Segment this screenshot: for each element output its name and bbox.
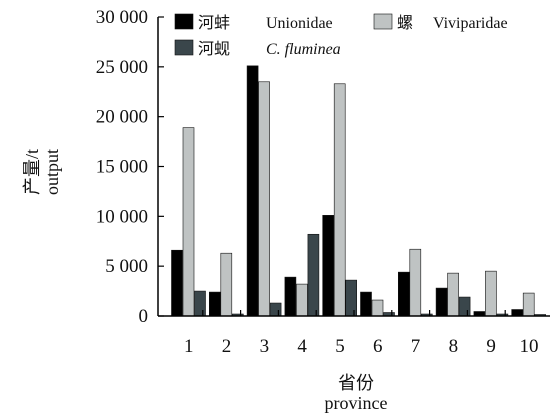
legend-label-cn-3: 河蚬 [198,40,230,58]
x-tick-label: 3 [260,336,270,357]
bar-series-2-cat-1 [182,127,195,317]
x-tick-label: 5 [335,336,345,357]
y-tick-label: 25 000 [96,57,148,78]
bar-series-1-cat-5 [322,215,335,317]
x-tick-label: 1 [184,336,194,357]
y-axis-label-cn: 产量/t [22,149,42,195]
y-tick-label: 0 [139,306,149,327]
legend-label-cn-2: 螺 [397,14,413,32]
legend-swatch-2 [373,13,393,30]
x-tick-label: 10 [519,336,538,357]
y-ticks-group: 0 5 000 10 000 15 000 20 000 25 000 30 000 [96,7,164,327]
legend-label-cn-1: 河蚌 [198,14,230,32]
bar-series-1-cat-8 [435,287,448,317]
x-tick-label: 9 [486,336,496,357]
x-tick-label: 4 [297,336,307,357]
bar-series-1-cat-1 [171,249,183,317]
y-tick-label: 20 000 [96,107,148,128]
bar-series-3-cat-4 [307,233,320,317]
legend-label-en-3: C. fluminea [266,41,341,58]
bar-series-3-cat-8 [458,296,471,317]
bars-group [171,65,547,317]
y-tick-label: 5 000 [105,256,148,277]
y-tick-label: 10 000 [96,206,148,227]
bar-series-2-cat-3 [258,81,270,317]
x-tick-label: 2 [222,336,232,357]
legend-label-en-2: Viviparidae [433,15,508,32]
bar-series-2-cat-9 [485,270,497,317]
x-tick-label: 7 [411,336,421,357]
x-tick-label: 6 [373,336,383,357]
bar-series-2-cat-2 [220,252,233,317]
y-axis-label-en: output [42,149,62,195]
y-tick-label: 15 000 [96,157,148,178]
legend-swatch-3 [174,39,194,56]
bar-series-1-cat-4 [284,276,297,317]
bar-series-3-cat-5 [345,279,358,317]
bar-series-1-cat-7 [397,271,410,317]
x-axis-label-cn: 省份 [338,373,374,393]
bar-series-2-cat-4 [296,283,308,317]
bar-series-2-cat-6 [371,299,384,317]
bar-series-2-cat-8 [447,272,459,317]
bar-series-3-cat-3 [269,302,282,317]
bar-series-1-cat-2 [209,291,221,317]
bar-series-3-cat-1 [194,290,206,317]
x-tick-label: 8 [449,336,459,357]
bar-series-2-cat-10 [522,292,535,317]
bar-series-1-cat-3 [246,65,259,317]
x-ticks-group: 1 2 3 4 5 6 7 8 9 10 [184,310,538,357]
legend: 河蚌 Unionidae 螺 Viviparidae 河蚬 C. fluminea [174,13,508,58]
legend-label-en-1: Unionidae [266,15,333,32]
bar-series-1-cat-6 [360,291,372,317]
y-tick-label: 30 000 [96,7,148,28]
legend-swatch-1 [174,13,194,30]
bar-series-1-cat-10 [511,309,524,317]
bar-series-2-cat-5 [333,83,346,317]
x-axis-label-en: province [325,393,388,413]
bar-series-2-cat-7 [409,248,422,317]
